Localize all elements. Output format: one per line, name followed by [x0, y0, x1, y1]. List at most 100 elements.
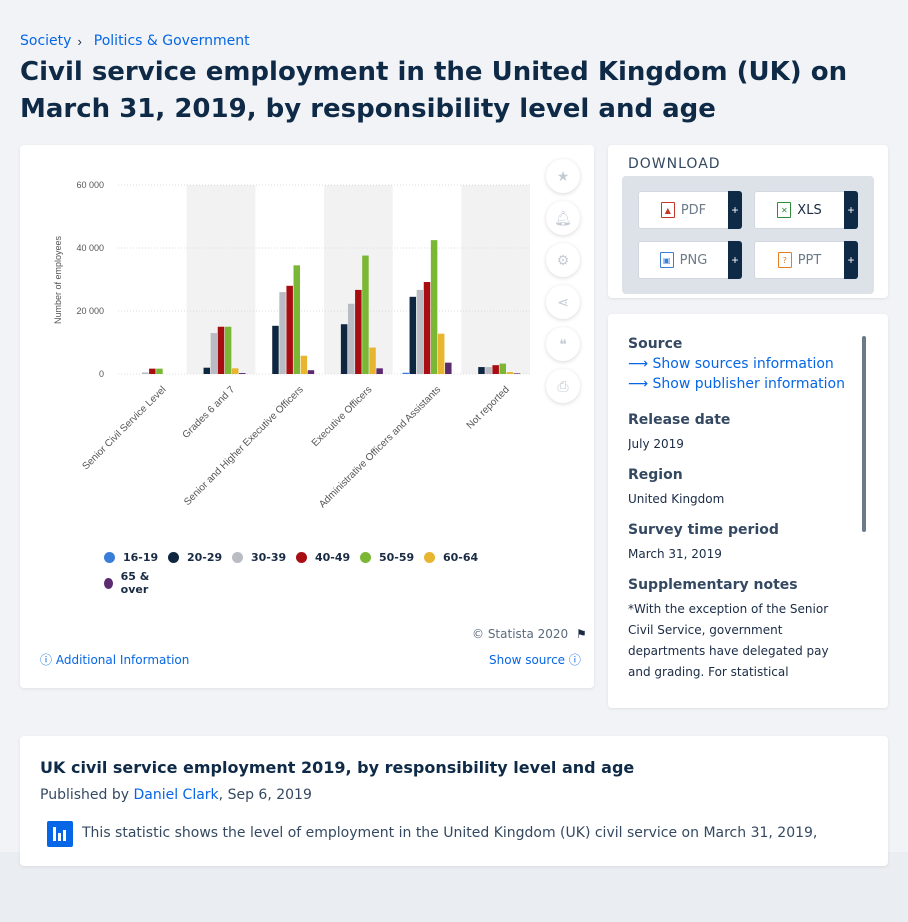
pdf-icon: ▲ — [660, 202, 675, 218]
survey-heading: Survey time period — [628, 522, 779, 538]
legend-item[interactable]: 60-64 — [424, 551, 488, 564]
bar-50-59 — [224, 326, 232, 374]
download-png-label-wrap: ▣ PNG — [639, 252, 728, 268]
x-tick-label: Not reported — [465, 384, 512, 431]
download-xls-plus[interactable]: + — [844, 191, 858, 229]
bar-20-29 — [272, 325, 279, 374]
description-card — [20, 736, 888, 866]
breadcrumb-politics[interactable]: Politics & Government — [93, 33, 250, 49]
author-link[interactable]: Daniel Clark — [133, 787, 219, 803]
settings-button[interactable]: ⚙ — [546, 243, 580, 277]
category-band — [461, 185, 530, 374]
legend-item[interactable]: 30-39 — [232, 551, 296, 564]
download-png-plus[interactable]: + — [728, 241, 742, 279]
print-button[interactable]: ⎙ — [546, 369, 580, 403]
breadcrumb: Society › Politics & Government — [20, 33, 250, 49]
breadcrumb-society[interactable]: Society — [20, 33, 72, 49]
release-value: July 2019 — [628, 437, 684, 451]
bar-60-64 — [506, 372, 514, 374]
source-heading: Source — [628, 336, 683, 352]
legend-label: 20-29 — [187, 551, 223, 564]
legend-item[interactable]: 50-59 — [360, 551, 424, 564]
x-tick-label: Senior Civil Service Level — [80, 384, 168, 472]
cite-button[interactable]: ❝ — [546, 327, 580, 361]
description-text: This statistic shows the level of employ… — [82, 825, 818, 841]
download-ppt-button[interactable]: ? PPT + — [754, 241, 858, 279]
legend-label: 60-64 — [443, 551, 479, 564]
download-ppt-plus[interactable]: + — [844, 241, 858, 279]
arrow-right-icon: ⟶ — [628, 356, 653, 372]
bar-30-39 — [141, 372, 149, 374]
bar-chart: 0 20 000 40 000 60 000 Senior Civil Service… — [53, 180, 530, 510]
copyright: © Statista 2020 ⚑ — [472, 627, 587, 641]
download-ppt-label: PPT — [797, 252, 822, 268]
notification-button[interactable]: 🔔︎ — [546, 201, 580, 235]
description-published: Published by Daniel Clark, Sep 6, 2019 — [40, 787, 312, 803]
legend-swatch — [168, 552, 179, 563]
chart-legend: 16-19 20-29 30-39 40-49 50-59 60-64 65 & over — [104, 551, 524, 596]
y-tick-label: 60 000 — [76, 180, 104, 190]
bar-50-59 — [156, 368, 163, 374]
bar-40-49 — [217, 326, 225, 374]
download-png-label: PNG — [679, 252, 708, 268]
download-pdf-plus[interactable]: + — [728, 191, 742, 229]
favorite-button[interactable]: ★ — [546, 159, 580, 193]
bar-20-29 — [203, 367, 211, 374]
bar-50-59 — [362, 255, 369, 374]
legend-item[interactable]: 65 & over — [104, 570, 168, 596]
region-value: United Kingdom — [628, 492, 725, 506]
x-tick-label: Senior and Higher Executive Officers — [182, 384, 306, 508]
legend-swatch — [296, 552, 307, 563]
show-source-link[interactable]: Show source ⓘ — [489, 651, 581, 668]
x-tick-label: Executive Officers — [310, 384, 375, 449]
download-pdf-button[interactable]: ▲ PDF + — [638, 191, 742, 229]
legend-swatch — [104, 552, 115, 563]
notes-value: *With the exception of the Senior Civil … — [628, 602, 829, 679]
bar-30-39 — [279, 292, 286, 374]
info-icon: ⓘ — [568, 653, 581, 667]
info-icon: ⓘ — [40, 653, 53, 667]
bar-20-29 — [340, 324, 348, 374]
x-tick-label: Grades 6 and 7 — [181, 384, 238, 441]
statistic-icon — [47, 821, 73, 847]
published-by-label: Published by — [40, 787, 130, 803]
copyright-text: © Statista 2020 — [472, 627, 569, 641]
png-icon: ▣ — [659, 252, 674, 268]
info-scrollbar[interactable] — [862, 336, 866, 532]
show-publisher-link[interactable]: ⟶ Show publisher information — [628, 376, 853, 392]
show-source-label: Show source — [489, 653, 566, 667]
legend-item[interactable]: 16-19 — [104, 551, 168, 564]
bar-40-49 — [492, 365, 499, 374]
y-tick-label: 40 000 — [76, 243, 104, 253]
share-button[interactable]: ⋖ — [546, 285, 580, 319]
bar-30-39 — [210, 333, 218, 374]
legend-label: 30-39 — [251, 551, 287, 564]
additional-info-link[interactable]: ⓘ Additional Information — [40, 651, 189, 668]
bar-40-49 — [286, 285, 293, 374]
download-xls-button[interactable]: ✕ XLS + — [754, 191, 858, 229]
flag-icon[interactable]: ⚑ — [576, 627, 587, 641]
bar-30-39 — [416, 289, 424, 374]
survey-value: March 31, 2019 — [628, 547, 722, 561]
region-heading: Region — [628, 467, 683, 483]
bar-40-49 — [149, 368, 156, 374]
legend-item[interactable]: 40-49 — [296, 551, 360, 564]
arrow-right-icon: ⟶ — [628, 376, 653, 392]
bar-60-64 — [231, 368, 239, 374]
breadcrumb-separator: › — [77, 33, 82, 49]
show-sources-link[interactable]: ⟶ Show sources information — [628, 356, 853, 372]
bar-65-over — [376, 368, 383, 374]
y-axis-label: Number of employees — [53, 235, 63, 324]
download-png-button[interactable]: ▣ PNG + — [638, 241, 742, 279]
ppt-icon: ? — [777, 252, 792, 268]
info-card — [608, 314, 888, 708]
show-publisher-label: Show publisher information — [652, 376, 845, 392]
bell-icon: 🔔︎ — [554, 209, 572, 226]
show-sources-label: Show sources information — [652, 356, 834, 372]
bar-50-59 — [430, 240, 438, 374]
bar-20-29 — [478, 367, 485, 374]
xls-icon: ✕ — [777, 202, 792, 218]
published-date: , Sep 6, 2019 — [218, 787, 312, 803]
x-tick-label: Administrative Officers and Assistants — [317, 384, 443, 510]
legend-item[interactable]: 20-29 — [168, 551, 232, 564]
